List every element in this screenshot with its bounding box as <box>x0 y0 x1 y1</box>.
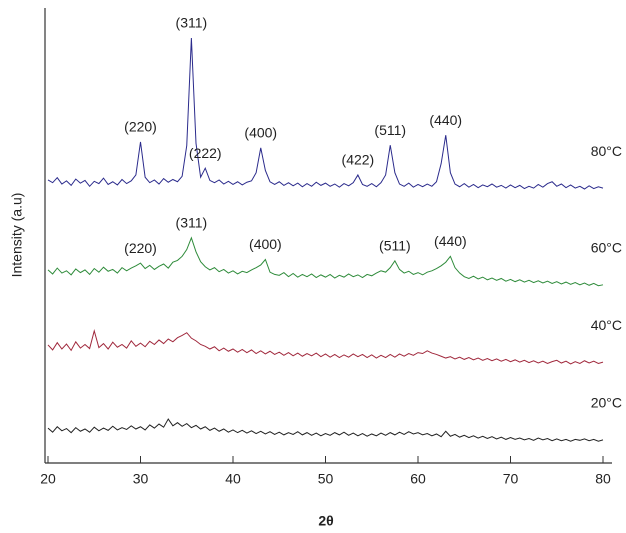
series-line <box>47 328 604 365</box>
peak-label: (422) <box>342 152 375 168</box>
series-line <box>47 37 604 190</box>
series-line <box>47 418 604 442</box>
x-tick-label: 50 <box>318 471 334 487</box>
x-tick-label: 20 <box>40 471 56 487</box>
series-label: 60°C <box>591 240 622 256</box>
peak-label: (440) <box>429 112 462 128</box>
peak-label: (511) <box>374 122 406 138</box>
peak-label: (222) <box>189 145 222 161</box>
peak-label: (311) <box>176 215 208 231</box>
x-tick-label: 40 <box>225 471 241 487</box>
peak-label: (400) <box>244 125 277 141</box>
peak-label: (400) <box>249 236 282 252</box>
x-tick-label: 80 <box>595 471 611 487</box>
x-tick-label: 60 <box>410 471 426 487</box>
peak-label: (511) <box>379 238 411 254</box>
x-tick-label: 30 <box>133 471 149 487</box>
y-axis-label: Intensity (a.u) <box>9 193 25 278</box>
peak-label: (220) <box>124 240 157 256</box>
peak-label: (440) <box>434 233 467 249</box>
peak-label: (311) <box>176 15 208 31</box>
peak-label: (220) <box>124 119 157 135</box>
series-label: 80°C <box>591 143 622 159</box>
series-line <box>47 236 604 287</box>
x-axis-label: 2θ <box>318 513 333 529</box>
series-label: 20°C <box>591 395 622 411</box>
series-label: 40°C <box>591 317 622 333</box>
x-tick-label: 70 <box>503 471 519 487</box>
